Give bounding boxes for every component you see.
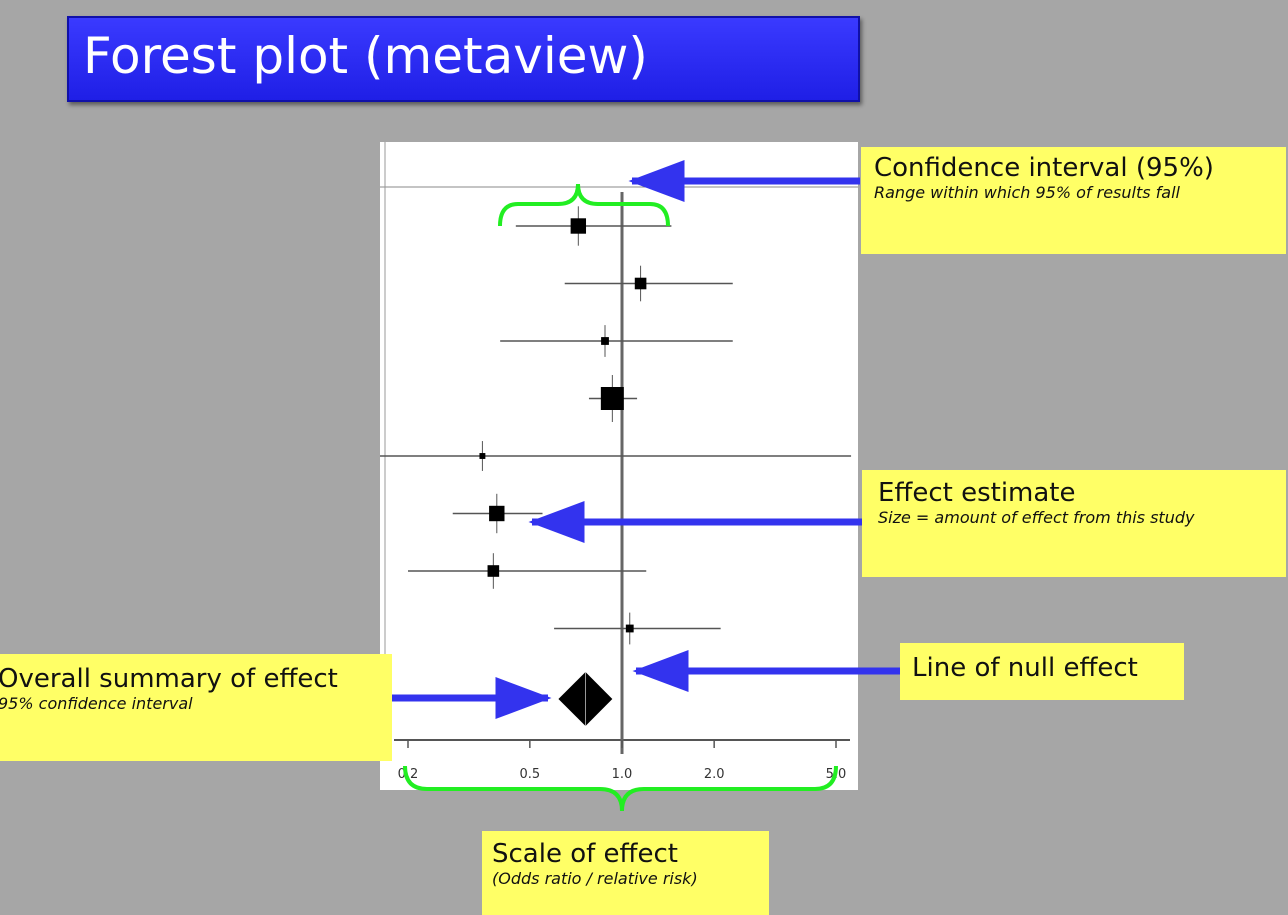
callout-scale: Scale of effect (Odds ratio / relative r…	[482, 831, 769, 915]
x-tick-label: 0.5	[519, 767, 540, 782]
forest-plot-panel: 0.2 0.5 1.0 2.0 5.0	[380, 142, 858, 790]
x-tick-label: 2.0	[704, 767, 725, 782]
study-estimate-square	[489, 505, 505, 522]
study-estimate-square	[570, 218, 587, 234]
callout-confidence-interval: Confidence interval (95%) Range within w…	[861, 147, 1286, 254]
study-estimate-square	[625, 624, 634, 633]
callout-scale-subtitle: (Odds ratio / relative risk)	[492, 869, 698, 888]
slide-title: Forest plot (metaview)	[83, 27, 648, 85]
callout-effect-subtitle: Size = amount of effect from this study	[878, 508, 1195, 527]
callout-overall-summary: Overall summary of effect 95% confidence…	[0, 654, 392, 761]
study-estimate-square	[634, 277, 647, 290]
callout-ci-subtitle: Range within which 95% of results fall	[874, 183, 1180, 202]
callout-scale-title: Scale of effect	[492, 839, 678, 869]
x-tick-label: 0.2	[398, 767, 419, 782]
callout-effect-title: Effect estimate	[878, 478, 1076, 508]
x-tick-label: 1.0	[612, 767, 633, 782]
forest-plot: 0.2 0.5 1.0 2.0 5.0	[380, 142, 858, 782]
study-estimate-square	[600, 387, 624, 410]
callout-ci-title: Confidence interval (95%)	[874, 153, 1214, 183]
callout-summary-subtitle: 95% confidence interval	[0, 694, 193, 713]
callout-null-title: Line of null effect	[912, 653, 1138, 683]
title-bar: Forest plot (metaview)	[67, 16, 860, 102]
callout-null-effect: Line of null effect	[900, 643, 1184, 700]
study-estimate-square	[487, 565, 500, 577]
study-estimate-square	[601, 337, 609, 345]
callout-summary-title: Overall summary of effect	[0, 664, 338, 694]
x-tick-label: 5.0	[826, 767, 847, 782]
study-estimate-square	[479, 453, 486, 459]
callout-effect-estimate: Effect estimate Size = amount of effect …	[862, 470, 1286, 577]
